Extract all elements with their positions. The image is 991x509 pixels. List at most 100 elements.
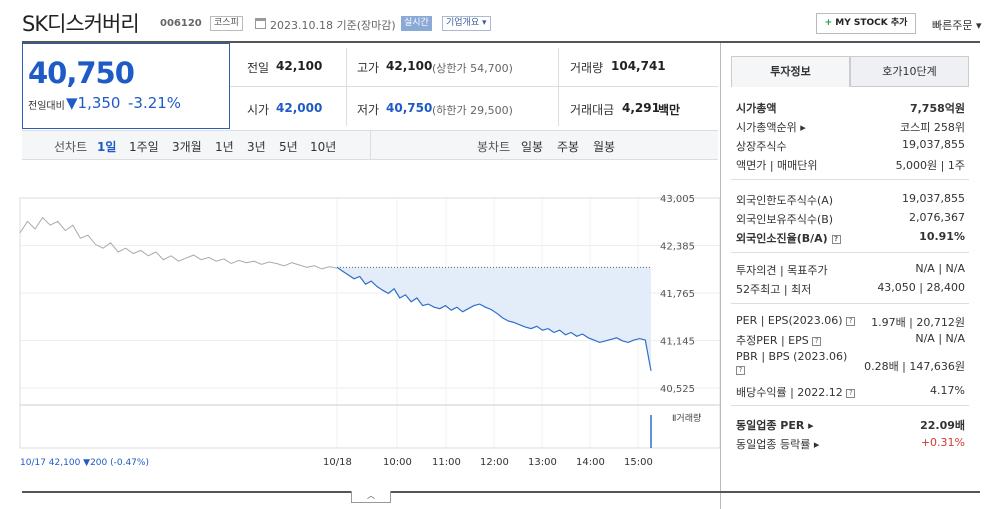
amount-label: 거래대금 xyxy=(570,103,615,117)
tab-1y[interactable]: 1년 xyxy=(215,140,234,154)
price-change-percent: -3.21% xyxy=(128,94,182,112)
prev-day-label: 전일대비 xyxy=(28,101,65,112)
x-tick-label: 12:00 xyxy=(480,457,509,468)
open-value: 42,000 xyxy=(276,101,323,115)
foreign-ratio-label: 외국인소진율(B/A) ? xyxy=(736,230,841,246)
sector-per-label[interactable]: 동일업종 PER ▸ xyxy=(736,419,814,432)
tab-3m[interactable]: 3개월 xyxy=(172,140,202,154)
prev-close-value: 42,100 xyxy=(276,59,323,73)
sector-change-label[interactable]: 동일업종 등락률 ▸ xyxy=(736,438,820,451)
week52-label: 52주최고 | 최저 xyxy=(736,283,812,296)
tab-divider xyxy=(370,131,371,160)
x-tick-label: 13:00 xyxy=(528,457,557,468)
tab-monthly[interactable]: 월봉 xyxy=(593,140,616,154)
foreign-holding-value: 2,076,367 xyxy=(909,211,965,224)
realtime-button[interactable]: 실시간 xyxy=(401,16,432,31)
foreign-holding-label: 외국인보유주식수(B) xyxy=(736,213,834,226)
y-tick-label: 43,005 xyxy=(660,194,695,205)
price-below-baseline-area xyxy=(337,267,651,371)
investment-info-panel xyxy=(720,43,981,509)
today-price-line xyxy=(336,266,652,371)
stock-name: SK디스커버리 xyxy=(22,12,140,36)
company-overview-dropdown[interactable]: 기업개요 ▾ xyxy=(442,16,491,31)
x-tick-label: 10:00 xyxy=(383,457,412,468)
help-icon[interactable]: ? xyxy=(846,316,856,326)
quote-divider xyxy=(230,86,718,87)
per-eps-value: 1.97배 | 20,712원 xyxy=(871,316,965,329)
tab-5y[interactable]: 5년 xyxy=(279,140,298,154)
x-tick-label: 11:00 xyxy=(432,457,461,468)
open-label: 시가 xyxy=(247,103,270,117)
listed-shares-label: 상장주식수 xyxy=(736,140,787,153)
week52-value: 43,050 | 28,400 xyxy=(877,281,965,294)
market-cap-rank-label[interactable]: 시가총액순위 ▸ xyxy=(736,121,806,134)
pbr-bps-label: PBR | BPS (2023.06)? xyxy=(736,350,848,375)
market-cap-rank-value: 코스피 258위 xyxy=(900,121,965,134)
panel-divider xyxy=(731,179,969,180)
my-stock-add-button[interactable]: + MY STOCK 추가 xyxy=(816,13,916,34)
tab-investment-info[interactable]: 투자정보 xyxy=(731,56,850,87)
panel-divider xyxy=(731,405,969,406)
par-value-label: 액면가 | 매매단위 xyxy=(736,159,818,172)
upper-limit: (상한가 54,700) xyxy=(432,62,513,75)
opinion-label: 투자의견 | 목표주가 xyxy=(736,264,828,277)
help-icon[interactable]: ? xyxy=(846,388,856,398)
x-tick-label: 14:00 xyxy=(576,457,605,468)
stock-code: 006120 xyxy=(160,18,202,29)
quote-divider xyxy=(346,48,347,126)
par-value-value: 5,000원 | 1주 xyxy=(895,159,965,172)
y-tick-label: 42,385 xyxy=(660,242,695,253)
collapse-toggle-button[interactable]: ︿ xyxy=(351,491,391,503)
prev-day-summary: 10/17 42,100 ▼200 (-0.47%) xyxy=(20,458,149,468)
help-icon[interactable]: ? xyxy=(812,336,822,346)
foreign-limit-value: 19,037,855 xyxy=(902,192,965,205)
tab-1w[interactable]: 1주일 xyxy=(129,140,159,154)
opinion-value: N/A | N/A xyxy=(915,262,965,275)
high-label: 고가 xyxy=(357,61,380,75)
y-tick-label: 40,525 xyxy=(660,384,695,395)
foreign-limit-label: 외국인한도주식수(A) xyxy=(736,194,834,207)
est-per-label: 추정PER | EPS ? xyxy=(736,332,822,348)
pbr-bps-value: 0.28배 | 147,636원 xyxy=(864,360,965,373)
my-stock-label: MY STOCK 추가 xyxy=(835,18,908,28)
lower-limit: (하한가 29,500) xyxy=(432,104,513,117)
y-tick-label: 41,145 xyxy=(660,337,695,348)
tab-daily[interactable]: 일봉 xyxy=(521,140,544,154)
market-cap-value: 7,758억원 xyxy=(909,102,965,115)
tab-1d[interactable]: 1일 xyxy=(97,140,117,154)
tab-3y[interactable]: 3년 xyxy=(247,140,266,154)
prev-day-price-line xyxy=(19,216,338,270)
amount-value: 4,291 xyxy=(622,101,660,115)
current-price-box xyxy=(22,43,230,129)
market-badge: 코스피 xyxy=(210,16,243,31)
dividend-label: 배당수익률 | 2022.12 ? xyxy=(736,384,856,400)
volume-value: 104,741 xyxy=(611,59,666,73)
date-text: 2023.10.18 기준(장마감) xyxy=(270,19,396,32)
tab-weekly[interactable]: 주봉 xyxy=(557,140,580,154)
candle-chart-label: 봉차트 xyxy=(477,140,511,154)
amount-unit: 백만 xyxy=(658,103,681,117)
volume-label: Ⅱ거래량 xyxy=(672,412,701,424)
y-axis-ticks: 43,005 42,385 41,765 41,145 40,525 xyxy=(660,194,695,395)
quote-divider xyxy=(558,48,559,126)
prev-close-label: 전일 xyxy=(247,61,270,75)
quick-order-dropdown[interactable]: 빠른주문 ▾ xyxy=(932,19,982,32)
calendar-icon xyxy=(255,18,266,29)
x-tick-label: 10/18 xyxy=(323,457,352,468)
plus-icon: + xyxy=(824,18,833,28)
market-cap-label: 시가총액 xyxy=(736,102,777,115)
tab-10y[interactable]: 10년 xyxy=(310,140,337,154)
current-price: 40,750 xyxy=(28,56,135,90)
panel-divider xyxy=(731,303,969,304)
sector-per-value: 22.09배 xyxy=(920,419,965,432)
low-value: 40,750 xyxy=(386,101,433,115)
line-chart-label: 선차트 xyxy=(54,140,88,154)
dividend-value: 4.17% xyxy=(930,384,965,397)
x-axis-ticks: 10/18 10:00 11:00 12:00 13:00 14:00 15:00 xyxy=(323,457,653,468)
help-icon[interactable]: ? xyxy=(831,234,841,244)
foreign-ratio-value: 10.91% xyxy=(919,230,965,243)
help-icon[interactable]: ? xyxy=(736,365,745,375)
tab-order-book[interactable]: 호가10단계 xyxy=(850,56,969,87)
x-tick-label: 15:00 xyxy=(624,457,653,468)
sector-change-value: +0.31% xyxy=(920,436,965,449)
